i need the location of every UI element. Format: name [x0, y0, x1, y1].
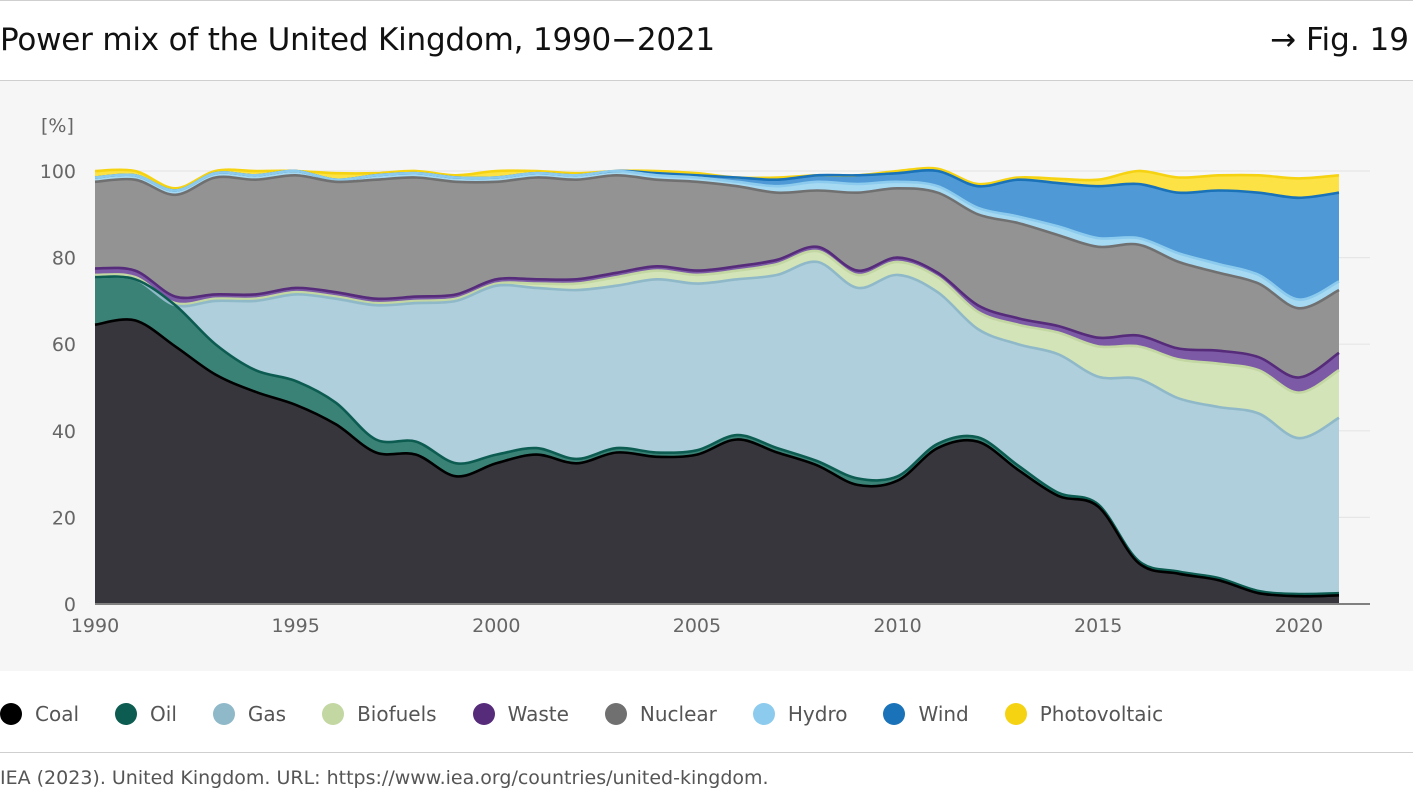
y-tick-label-0: 0: [64, 594, 76, 616]
legend-swatch-photovoltaic: [1004, 703, 1027, 725]
x-tick-label-1990: 1990: [71, 615, 119, 637]
legend-item-waste: Waste: [472, 702, 569, 726]
x-tick-label-1995: 1995: [271, 615, 319, 637]
legend-item-biofuels: Biofuels: [322, 702, 437, 726]
legend-label-nuclear: Nuclear: [639, 702, 717, 726]
y-tick-label-40: 40: [52, 421, 76, 443]
y-tick-label-80: 80: [52, 248, 76, 270]
top-rule: [0, 0, 1413, 1]
x-tick-label-2000: 2000: [472, 615, 520, 637]
line-nuclear: [94, 173, 1340, 310]
stacked-area-chart: 0 20 40 60 80 100 [%] 1990 1995 2000 2005 2010 2015 2…: [40, 115, 1370, 637]
legend-label-hydro: Hydro: [787, 702, 848, 726]
legend-swatch-waste: [472, 703, 495, 725]
x-tick-label-2015: 2015: [1074, 615, 1122, 637]
legend-swatch-coal: [0, 703, 22, 725]
legend-label-wind: Wind: [918, 702, 969, 726]
area-coal: [95, 319, 1339, 604]
legend-label-gas: Gas: [247, 702, 287, 726]
source-note: IEA (2023). United Kingdom. URL: https:/…: [0, 767, 769, 789]
legend-swatch-hydro: [752, 703, 775, 725]
legend-label-oil: Oil: [150, 702, 177, 726]
y-tick-label-100: 100: [40, 161, 76, 183]
y-axis-label: [%]: [41, 115, 74, 137]
legend-swatch-gas: [212, 703, 235, 725]
chart-title: Power mix of the United Kingdom, 1990−20…: [0, 22, 715, 58]
legend-swatch-wind: [883, 703, 906, 725]
x-tick-label-2020: 2020: [1275, 615, 1323, 637]
legend-item-coal: Coal: [0, 702, 79, 726]
legend-item-gas: Gas: [212, 702, 287, 726]
line-coal: [94, 318, 1340, 598]
footer-divider: [0, 752, 1413, 753]
header-divider: [0, 80, 1413, 81]
legend-swatch-oil: [115, 703, 138, 725]
legend-item-nuclear: Nuclear: [604, 702, 717, 726]
line-oil: [94, 275, 1340, 596]
line-biofuels: [94, 249, 1340, 395]
y-tick-label-20: 20: [52, 507, 76, 529]
y-tick-label-60: 60: [52, 334, 76, 356]
legend-item-photovoltaic: Photovoltaic: [1004, 702, 1164, 726]
legend-label-waste: Waste: [507, 702, 569, 726]
x-tick-label-2010: 2010: [873, 615, 921, 637]
line-hydro: [94, 169, 1340, 301]
line-gas: [94, 260, 1340, 440]
chart-panel: 0 20 40 60 80 100 [%] 1990 1995 2000 2005 2010 2015 2…: [0, 81, 1413, 671]
legend-label-biofuels: Biofuels: [357, 702, 437, 726]
figure-reference-link[interactable]: → Fig. 19: [1270, 22, 1409, 58]
legend-item-oil: Oil: [115, 702, 177, 726]
x-tick-label-2005: 2005: [673, 615, 721, 637]
legend-label-photovoltaic: Photovoltaic: [1039, 702, 1164, 726]
legend-swatch-biofuels: [322, 703, 345, 725]
legend-swatch-nuclear: [604, 703, 627, 725]
chart-legend: Coal Oil Gas Biofuels Waste Nuclear Hydro Wind P…: [0, 700, 1199, 728]
legend-label-coal: Coal: [35, 702, 80, 726]
legend-item-wind: Wind: [883, 702, 969, 726]
legend-item-hydro: Hydro: [752, 702, 848, 726]
line-waste: [94, 245, 1340, 379]
